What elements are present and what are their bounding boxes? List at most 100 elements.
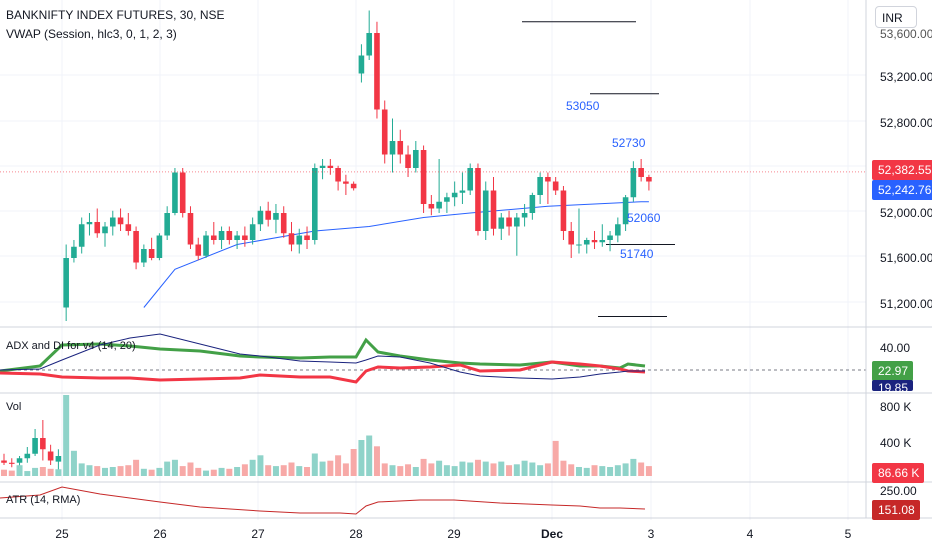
candle-body bbox=[607, 235, 613, 240]
volume-bar bbox=[521, 460, 528, 476]
volume-bar bbox=[583, 467, 590, 476]
candle-body bbox=[335, 168, 341, 182]
vwap-value-tag: 52,242.76 bbox=[872, 180, 932, 200]
volume-bar bbox=[498, 461, 505, 476]
volume-bar bbox=[630, 458, 637, 476]
candle-body bbox=[615, 224, 621, 236]
candle-body bbox=[312, 168, 318, 240]
atr-line bbox=[0, 486, 646, 515]
volume-tick: 800 K bbox=[880, 400, 912, 414]
candle-body bbox=[117, 217, 124, 225]
candle-body bbox=[273, 213, 279, 220]
last-price-tag: 52,382.55 bbox=[872, 160, 932, 180]
candle-body bbox=[568, 231, 575, 245]
candle-body bbox=[622, 197, 629, 225]
price-tick: 53,200.00 bbox=[880, 70, 932, 84]
candle-body bbox=[529, 195, 536, 213]
volume-bar bbox=[86, 465, 93, 476]
volume-bar bbox=[482, 461, 489, 476]
atr-pane bbox=[0, 486, 646, 515]
volume-bar bbox=[373, 446, 380, 476]
volume-bar bbox=[296, 466, 303, 476]
candle-body bbox=[459, 190, 466, 193]
volume-bar bbox=[187, 462, 194, 476]
volume-bar bbox=[1, 469, 7, 476]
plus-di-line bbox=[0, 337, 646, 373]
x-tick: 5 bbox=[844, 527, 852, 541]
volume-bar bbox=[234, 467, 241, 476]
candle-body bbox=[413, 150, 419, 168]
candle-body bbox=[420, 150, 427, 204]
volume-bar bbox=[474, 459, 481, 476]
candle-body bbox=[249, 224, 256, 240]
volume-bar bbox=[622, 463, 629, 476]
candle-body bbox=[195, 244, 202, 256]
volume-bar bbox=[599, 466, 606, 476]
candle-body bbox=[514, 217, 520, 227]
candle-body bbox=[265, 210, 271, 220]
candle-body bbox=[350, 183, 357, 189]
candle-body bbox=[638, 168, 644, 177]
volume-bar bbox=[614, 465, 621, 476]
candle-body bbox=[47, 451, 54, 461]
candle-body bbox=[451, 192, 458, 198]
volume-bar bbox=[210, 469, 217, 476]
candles bbox=[1, 10, 652, 470]
candle-body bbox=[405, 154, 411, 168]
candle-body bbox=[506, 217, 512, 227]
vwap-path bbox=[143, 201, 649, 308]
pane-separators bbox=[0, 0, 932, 519]
atr-pane-label[interactable]: ATR (14, RMA) bbox=[6, 494, 81, 506]
volume-bar bbox=[311, 453, 318, 476]
candle-body bbox=[1, 460, 7, 463]
candle-body bbox=[545, 177, 551, 182]
volume-bar bbox=[575, 467, 582, 476]
volume-bar bbox=[24, 471, 31, 476]
candle-body bbox=[280, 213, 287, 234]
vwap-indicator-label[interactable]: VWAP (Session, hlc3, 0, 1, 2, 3) bbox=[6, 27, 177, 41]
vwap-line bbox=[143, 201, 649, 308]
candle-body bbox=[552, 181, 559, 191]
volume-bar bbox=[544, 463, 551, 476]
price-tick: 51,200.00 bbox=[880, 297, 932, 311]
candle-body bbox=[646, 177, 652, 182]
level-lines bbox=[522, 21, 675, 317]
x-tick: 27 bbox=[251, 527, 265, 541]
volume-bar bbox=[70, 450, 77, 476]
candle-body bbox=[71, 246, 77, 258]
candle-body bbox=[32, 438, 38, 454]
volume-bar bbox=[140, 468, 147, 476]
volume-bar bbox=[265, 465, 272, 476]
candle-body bbox=[226, 231, 233, 240]
volume-bar bbox=[591, 465, 598, 476]
volume-bar bbox=[405, 464, 412, 476]
volume-bar bbox=[443, 465, 450, 476]
adx-line bbox=[0, 333, 645, 380]
volume-bar bbox=[32, 467, 39, 476]
level-label: 53050 bbox=[566, 99, 600, 113]
volume-bar bbox=[350, 449, 357, 476]
candle-body bbox=[8, 462, 15, 464]
candle-body bbox=[94, 222, 101, 234]
volume-bar bbox=[537, 465, 544, 476]
adx-pane-label[interactable]: ADX and DI for v4 (14, 20) bbox=[6, 340, 136, 352]
minus-di-line bbox=[0, 360, 646, 384]
candle-body bbox=[576, 244, 582, 246]
volume-bar bbox=[78, 463, 85, 476]
grid bbox=[0, 0, 866, 520]
volume-pane-label[interactable]: Vol bbox=[6, 401, 22, 413]
candle-body bbox=[234, 235, 240, 240]
volume-bar bbox=[8, 470, 15, 476]
x-tick: Dec bbox=[540, 527, 564, 541]
currency-selector[interactable]: INR bbox=[875, 6, 917, 28]
candle-body bbox=[304, 235, 310, 240]
chart-title[interactable]: BANKNIFTY INDEX FUTURES, 30, NSE bbox=[6, 8, 225, 22]
volume-bar bbox=[319, 461, 326, 476]
volume-bar bbox=[226, 468, 233, 476]
candle-body bbox=[109, 217, 116, 227]
candle-body bbox=[257, 210, 264, 225]
volume-bar bbox=[94, 466, 101, 476]
volume-bar bbox=[304, 467, 311, 476]
price-tick: 51,600.00 bbox=[880, 251, 932, 265]
